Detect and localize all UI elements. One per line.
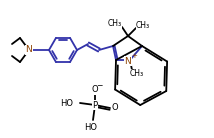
Text: P: P <box>92 100 98 109</box>
Text: CH₃: CH₃ <box>136 21 150 30</box>
Text: N: N <box>26 46 32 55</box>
Text: O: O <box>112 104 118 112</box>
Text: HO: HO <box>60 99 73 108</box>
Text: +: + <box>131 53 137 59</box>
Text: CH₃: CH₃ <box>108 19 122 29</box>
Text: O: O <box>92 86 98 95</box>
Text: N: N <box>125 56 131 66</box>
Text: CH₃: CH₃ <box>130 70 144 79</box>
Text: −: − <box>96 82 102 91</box>
Text: HO: HO <box>85 124 98 132</box>
